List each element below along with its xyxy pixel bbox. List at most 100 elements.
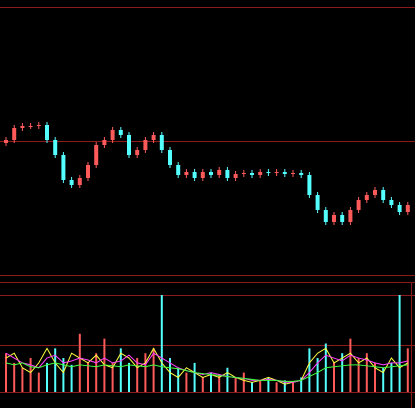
candle-body xyxy=(225,170,230,178)
candle-body xyxy=(102,140,107,145)
candle-body xyxy=(118,130,123,135)
volume-bar xyxy=(333,362,335,392)
candle-body xyxy=(127,135,131,155)
candle-body xyxy=(397,205,402,212)
candle-body xyxy=(77,178,82,185)
volume-bar xyxy=(21,367,24,392)
candle-body xyxy=(340,215,345,222)
candle-body xyxy=(45,125,49,140)
volume-bar xyxy=(46,362,48,392)
volume-bar xyxy=(316,358,319,392)
candle-body xyxy=(299,173,304,175)
volume-bar xyxy=(152,348,155,392)
candle-body xyxy=(151,135,156,140)
candle-body xyxy=(143,140,148,150)
volume-bar xyxy=(259,380,262,392)
candle-body xyxy=(323,210,328,222)
volume-bar xyxy=(5,353,7,392)
volume-bar xyxy=(201,377,204,392)
volume-bar xyxy=(406,348,409,392)
candle-body xyxy=(233,174,238,178)
candle-body xyxy=(291,173,295,174)
volume-bar xyxy=(341,353,344,392)
candle-body xyxy=(307,175,312,195)
candle-body xyxy=(86,165,90,178)
candle-body xyxy=(176,165,181,175)
volume-bar xyxy=(226,367,229,392)
candle-body xyxy=(135,150,140,155)
candle-body xyxy=(159,135,164,150)
candle-body xyxy=(168,150,172,165)
candle-body xyxy=(381,190,386,200)
candle-body xyxy=(364,195,369,200)
volume-bar xyxy=(78,333,81,392)
volume-bar xyxy=(169,358,171,392)
candle-body xyxy=(258,172,263,175)
candle-body xyxy=(192,172,197,178)
volume-bar xyxy=(136,358,139,392)
candle-body xyxy=(217,170,222,175)
candle-body xyxy=(53,140,58,155)
volume-bar xyxy=(242,372,245,392)
volume-bar xyxy=(29,358,32,392)
volume-bar xyxy=(382,367,385,392)
candle-body xyxy=(61,155,66,180)
volume-bar xyxy=(111,362,114,392)
candle-body xyxy=(36,125,41,126)
candle-body xyxy=(250,173,254,175)
volume-bar xyxy=(70,364,73,392)
volume-bar xyxy=(185,372,188,392)
volume-bar xyxy=(292,382,294,392)
candle-body xyxy=(110,130,115,140)
volume-bar xyxy=(119,348,122,392)
volume-bar xyxy=(13,362,16,392)
candle-body xyxy=(12,128,17,140)
volume-bar xyxy=(62,358,65,392)
candle-body xyxy=(69,180,74,185)
volume-bar xyxy=(357,358,360,392)
volume-bar xyxy=(374,362,376,392)
candle-body xyxy=(94,145,99,165)
candle-body xyxy=(274,172,279,173)
volume-bar xyxy=(144,353,147,392)
volume-bar xyxy=(160,295,163,392)
candle-body xyxy=(200,172,205,178)
volume-bar xyxy=(128,362,130,392)
volume-bar xyxy=(210,372,212,392)
candle-body xyxy=(184,172,189,175)
volume-bar xyxy=(177,367,180,392)
candle-body xyxy=(389,200,394,205)
volume-bar xyxy=(54,348,57,392)
candle-body xyxy=(266,172,271,173)
volume-bar xyxy=(283,380,286,392)
candle-body xyxy=(20,126,25,128)
volume-bar xyxy=(365,353,368,392)
volume-bar xyxy=(87,362,89,392)
volume-bar xyxy=(398,295,401,392)
volume-bar xyxy=(193,362,196,392)
candle-body xyxy=(282,172,287,174)
volume-bar xyxy=(300,377,303,392)
volume-bar xyxy=(95,353,98,392)
volume-bar xyxy=(390,362,393,392)
candle-body xyxy=(28,126,33,127)
indicator-line xyxy=(5,362,408,382)
volume-bar xyxy=(37,372,40,392)
indicator-line xyxy=(5,347,409,385)
candle-body xyxy=(405,205,410,212)
volume-bar xyxy=(251,382,253,392)
volume-bar xyxy=(267,377,270,392)
volume-bar xyxy=(275,382,278,392)
volume-bar xyxy=(234,377,237,392)
candle-body xyxy=(348,210,353,222)
candle-body xyxy=(241,173,246,174)
volume-bar xyxy=(308,348,311,392)
volume-bar xyxy=(218,374,221,392)
candle-body xyxy=(373,190,377,195)
candle-body xyxy=(356,200,361,210)
candle-body xyxy=(315,195,320,210)
candle-body xyxy=(209,172,213,175)
